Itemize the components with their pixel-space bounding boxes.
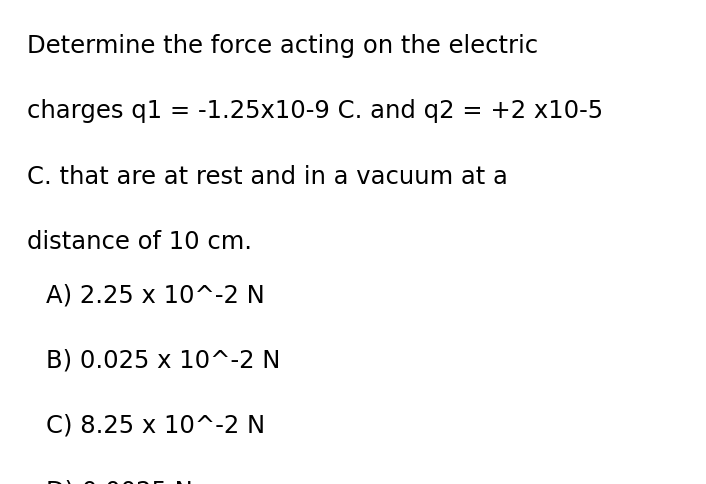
Text: B) 0.025 x 10^-2 N: B) 0.025 x 10^-2 N xyxy=(46,348,280,373)
Text: Determine the force acting on the electric: Determine the force acting on the electr… xyxy=(27,34,538,58)
Text: charges q1 = -1.25x10-9 C. and q2 = +2 x10-5: charges q1 = -1.25x10-9 C. and q2 = +2 x… xyxy=(27,99,603,123)
Text: D) 0.0025 N: D) 0.0025 N xyxy=(46,479,193,484)
Text: distance of 10 cm.: distance of 10 cm. xyxy=(27,230,252,254)
Text: C) 8.25 x 10^-2 N: C) 8.25 x 10^-2 N xyxy=(46,414,265,438)
Text: C. that are at rest and in a vacuum at a: C. that are at rest and in a vacuum at a xyxy=(27,165,508,189)
Text: A) 2.25 x 10^-2 N: A) 2.25 x 10^-2 N xyxy=(46,283,265,307)
